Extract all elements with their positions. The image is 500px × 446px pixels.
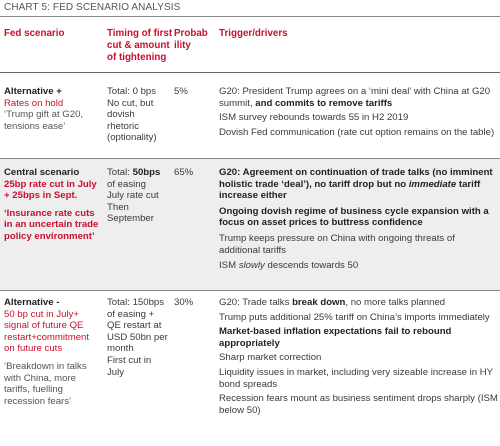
probability-alt-plus: 5% [174,86,188,97]
scenario-quote: ‘Breakdown in talks with China, more tar… [4,360,87,407]
drivers-alt-plus: G20: President Trump agrees on a ‘mini d… [219,86,498,141]
timing-line: No cut, but dovish rhetoric (optionality… [107,97,157,144]
driver-item: G20: Agreement on continuation of trade … [219,167,493,202]
row-shade-central [0,159,500,290]
probability-alt-minus: 30% [174,297,194,308]
chart-title: CHART 5: FED SCENARIO ANALYSIS [4,2,181,13]
driver-item: Sharp market correction [219,352,322,364]
header-trigger: Trigger/drivers [219,28,288,39]
driver-item: ISM survey rebounds towards 55 in H2 201… [219,112,409,124]
driver-item: ISM slowly descends towards 50 [219,260,359,272]
timing-line: Total: 0 bps [107,86,157,97]
table-row-alt-minus-scenario: Alternative - 50 bp cut in July+ signal … [4,297,101,407]
drivers-central: G20: Agreement on continuation of trade … [219,167,498,276]
timing-alt-minus: Total: 150bps of easing + QE restart at … [107,297,169,378]
driver-item: Ongoing dovish regime of business cycle … [219,205,489,229]
header-scenario: Fed scenario [4,28,65,39]
driver-item: G20: President Trump agrees on a ‘mini d… [219,86,491,109]
header-divider [0,72,500,73]
probability-central: 65% [174,167,194,178]
table-row-central-scenario: Central scenario 25bp rate cut in July +… [4,167,101,243]
scenario-quote: ‘Trump gift at G20, tensions ease’ [4,109,84,132]
driver-item: Recession fears mount as business sentim… [219,393,498,416]
driver-item: Liquidity issues in market, including ve… [219,366,493,390]
scenario-sub: 50 bp cut in July+ signal of future QE r… [4,308,90,355]
drivers-alt-minus: G20: Trade talks break down, no more tal… [219,297,498,419]
timing-alt-plus: Total: 0 bps No cut, but dovish rhetoric… [107,86,169,144]
scenario-sub: Rates on hold [4,97,64,109]
timing-line: Total: 50bps of easing [107,167,161,190]
driver-item: G20: Trade talks break down, no more tal… [219,297,446,308]
driver-item: Trump puts additional 25% tariff on Chin… [219,311,490,323]
scenario-quote: ‘Insurance rate cuts in an uncertain tra… [4,207,99,242]
timing-line: First cut in July [107,354,152,378]
scenario-label: Alternative + [4,86,62,97]
driver-item: Market-based inflation expectations fail… [219,326,452,349]
header-probability: Probab ility [174,28,208,51]
driver-item: Trump keeps pressure on China with ongoi… [219,232,455,256]
timing-line: Total: 150bps of easing + QE restart at … [107,297,168,355]
driver-item: Dovish Fed communication (rate cut optio… [219,126,495,138]
header-timing: Timing of first cut & amount of tighteni… [107,28,173,63]
row-divider [0,290,500,291]
scenario-label: Alternative - [4,297,60,308]
row-divider [0,158,500,159]
scenario-sub: 25bp rate cut in July + 25bps in Sept. [4,178,97,202]
table-row-alt-plus-scenario: Alternative + Rates on hold ‘Trump gift … [4,86,101,132]
timing-central: Total: 50bps of easing July rate cut The… [107,167,169,225]
title-divider [0,16,500,17]
timing-line: July rate cut Then September [107,190,159,225]
scenario-label: Central scenario [4,167,80,178]
